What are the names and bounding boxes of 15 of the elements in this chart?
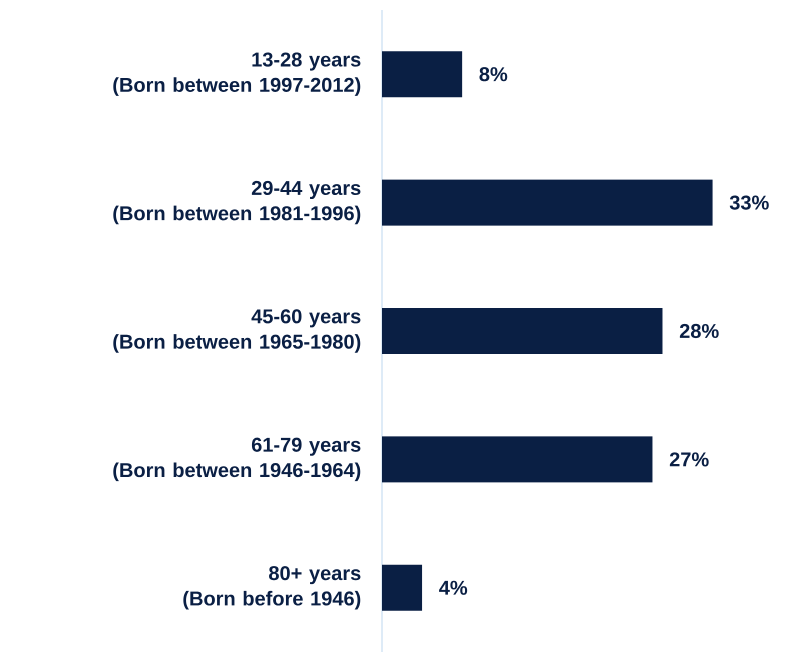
- data-label: 4%: [439, 580, 468, 595]
- y-tick-label: 80+ years (Born before 1946): [183, 566, 360, 610]
- y-tick-label: 29-44 years (Born between 1981-1996): [113, 180, 360, 224]
- bar: [382, 308, 662, 354]
- bar: [382, 180, 713, 226]
- data-label: 27%: [670, 452, 709, 466]
- y-tick-label: 45-60 years (Born between 1965-1980): [113, 309, 360, 353]
- y-tick-label: 13-28 years (Born between 1997-2012): [113, 52, 360, 96]
- data-label: 33%: [730, 196, 769, 210]
- data-label: 8%: [479, 67, 508, 82]
- bar: [382, 564, 422, 611]
- data-label: 28%: [680, 324, 719, 338]
- bar: [382, 51, 462, 98]
- y-tick-label: 61-79 years (Born between 1946-1964): [113, 438, 360, 482]
- bar: [382, 436, 652, 482]
